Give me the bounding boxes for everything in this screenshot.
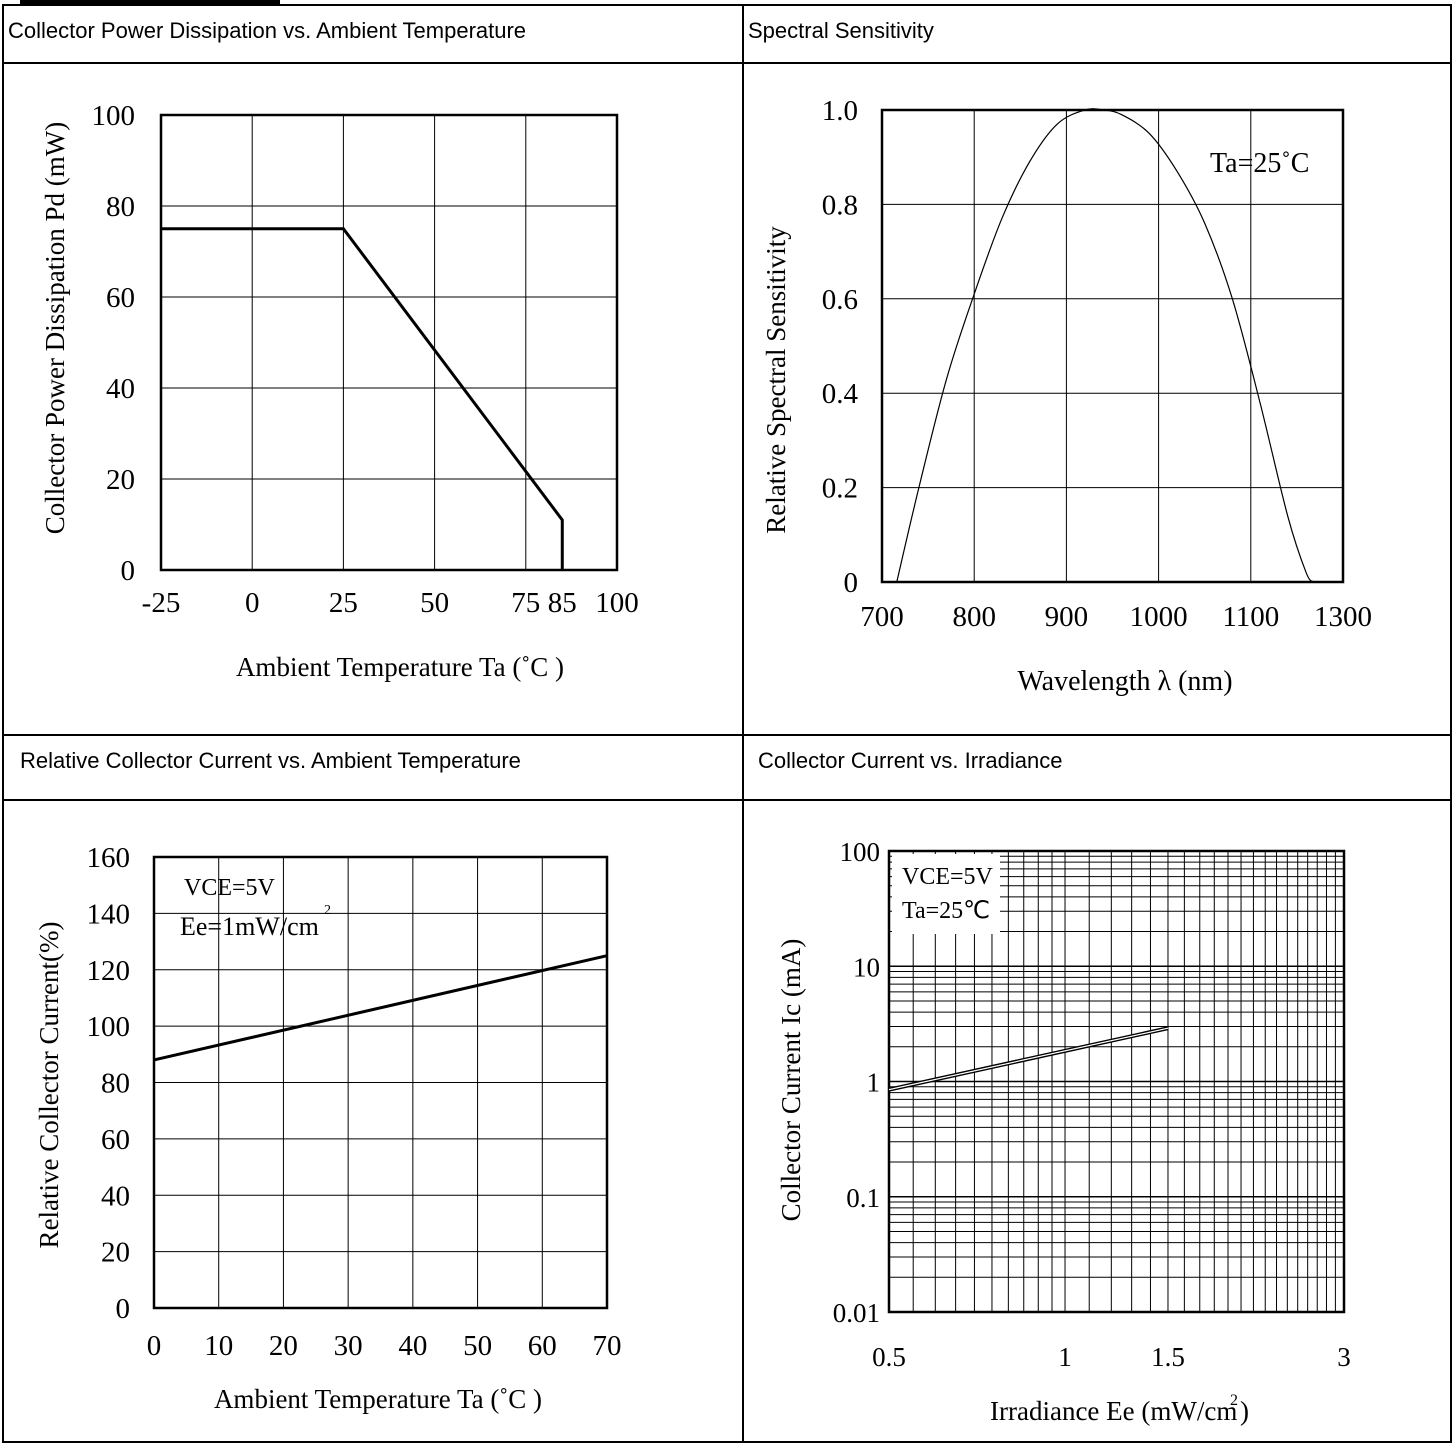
y-tick-label: 80 (101, 1068, 130, 1100)
series-line (153, 954, 608, 1062)
y-tick-label: 0.01 (833, 1298, 880, 1328)
y-axis-label: Collector Current Ic (mA) (776, 939, 806, 1222)
x-tick-label: 20 (269, 1330, 298, 1362)
legend-box (158, 861, 348, 951)
x-tick-label: 30 (334, 1330, 363, 1362)
x-tick-label: -25 (142, 587, 181, 619)
y-tick-label: 0.6 (822, 284, 858, 316)
temperature-annotation: Ta=25˚C (1210, 148, 1309, 179)
panel-title-spectral-sensitivity: Spectral Sensitivity (748, 18, 934, 43)
plot-frame (159, 113, 619, 572)
y-tick-label: 160 (87, 842, 131, 874)
x-tick-label: 50 (463, 1330, 492, 1362)
irradiance-annotation: Ee=1mW/cm (180, 912, 319, 941)
y-tick-label: 20 (101, 1237, 130, 1269)
irradiance-annotation-exponent: 2 (324, 903, 331, 918)
table-grid (2, 4, 1452, 1443)
chart-collector-current-irradiance: Collector Current Ic (mA) Irradiance Ee … (776, 837, 1351, 1426)
panel-title-collector-current-irradiance: Collector Current vs. Irradiance (758, 748, 1063, 773)
x-tick-label: 25 (329, 587, 358, 619)
temperature-annotation: Ta=25℃ (902, 898, 990, 924)
y-tick-label: 40 (101, 1180, 130, 1212)
y-tick-label: 100 (87, 1011, 131, 1043)
panel-title-relative-collector-current: Relative Collector Current vs. Ambient T… (20, 748, 521, 773)
series-line-inner (888, 1027, 1169, 1091)
y-tick-label: 0.8 (822, 189, 858, 221)
y-tick-label: 0.1 (846, 1183, 880, 1213)
y-tick-label: 10 (853, 952, 880, 982)
y-tick-label: 140 (87, 898, 131, 930)
x-tick-label: 0 (245, 587, 260, 619)
x-axis-label: Ambient Temperature Ta (˚C ) (236, 652, 564, 682)
x-tick-label: 800 (952, 601, 996, 633)
y-tick-label: 100 (92, 100, 136, 132)
series-line (896, 108, 1314, 583)
vce-annotation: VCE=5V (902, 864, 994, 890)
x-tick-label: 1000 (1130, 601, 1188, 633)
top-cutoff-heading (20, 0, 280, 5)
y-tick-label: 0 (844, 567, 859, 599)
x-axis-label-exponent: 2 (1230, 1392, 1238, 1409)
x-axis-label-close: ) (1240, 1396, 1249, 1426)
x-tick-label: 0 (147, 1330, 162, 1362)
x-tick-label: 100 (595, 587, 639, 619)
y-tick-label: 60 (101, 1124, 130, 1156)
y-axis-label: Relative Collector Current(%) (34, 922, 64, 1249)
chart-spectral-sensitivity: Relative Spectral Sensitivity Wavelength… (761, 95, 1372, 697)
plot-frame (880, 108, 1345, 584)
y-tick-label: 120 (87, 955, 131, 987)
y-tick-label: 0.4 (822, 378, 859, 410)
y-tick-label: 80 (106, 191, 135, 223)
legend-box (892, 854, 1000, 934)
y-tick-label: 0 (116, 1293, 131, 1325)
y-tick-label: 40 (106, 373, 135, 405)
x-tick-label: 50 (420, 587, 449, 619)
x-tick-label: 85 (548, 587, 577, 619)
y-tick-label: 0 (121, 555, 136, 587)
series-line (161, 227, 564, 570)
y-axis-label: Relative Spectral Sensitivity (761, 226, 791, 534)
y-tick-label: 100 (840, 837, 881, 867)
x-tick-label: 1.5 (1151, 1342, 1185, 1372)
x-axis-label: Wavelength λ (nm) (1017, 666, 1232, 697)
y-axis-label: Collector Power Dissipation Pd (mW) (40, 122, 70, 534)
x-tick-label: 1 (1058, 1342, 1072, 1372)
x-axis-label: Irradiance Ee (mW/cm (990, 1396, 1237, 1426)
x-tick-label: 900 (1045, 601, 1089, 633)
x-tick-label: 75 (511, 587, 540, 619)
y-tick-label: 1.0 (822, 95, 858, 127)
vce-annotation: VCE=5V (184, 875, 276, 901)
x-tick-label: 40 (398, 1330, 427, 1362)
chart-relative-collector-current: Relative Collector Current(%) Ambient Te… (34, 842, 622, 1414)
x-tick-label: 1100 (1222, 601, 1279, 633)
plot-frame (887, 849, 1346, 1314)
y-tick-label: 0.2 (822, 473, 858, 505)
x-axis-label: Ambient Temperature Ta (˚C ) (214, 1384, 542, 1414)
x-tick-label: 1300 (1314, 601, 1372, 633)
y-tick-label: 1 (867, 1068, 881, 1098)
plot-frame (152, 855, 609, 1310)
y-tick-label: 60 (106, 282, 135, 314)
y-tick-label: 20 (106, 464, 135, 496)
x-tick-label: 60 (528, 1330, 557, 1362)
x-tick-label: 0.5 (872, 1342, 906, 1372)
panel-title-power-dissipation: Collector Power Dissipation vs. Ambient … (8, 18, 527, 43)
chart-power-dissipation: Collector Power Dissipation Pd (mW) Ambi… (40, 100, 639, 682)
x-tick-label: 10 (204, 1330, 233, 1362)
x-tick-label: 3 (1337, 1342, 1351, 1372)
x-tick-label: 700 (860, 601, 904, 633)
x-tick-label: 70 (593, 1330, 622, 1362)
